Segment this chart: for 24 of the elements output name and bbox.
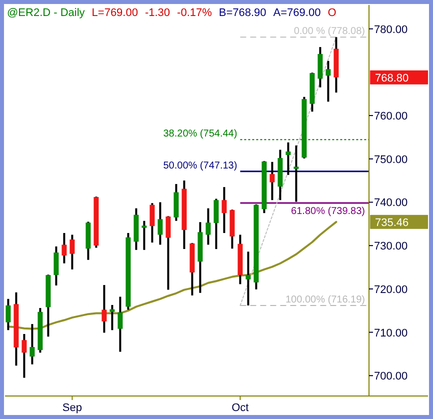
ref-line-label: 50.00% (747.13) — [163, 160, 238, 172]
y-tick-label: 710.00 — [374, 327, 408, 340]
x-tick-label: Oct — [232, 402, 249, 414]
annotation: O — [328, 7, 337, 19]
ref-line-label: 61.80% (739.83) — [291, 206, 365, 217]
y-tick-label: 720.00 — [374, 284, 408, 296]
ref-line-label: 0.00 % (778.08) — [294, 26, 365, 38]
y-tick-label: 740.00 — [374, 197, 408, 210]
x-tick-label: Sep — [62, 402, 82, 414]
y-tick-label: 780.00 — [374, 24, 408, 36]
chart-title: @ER2.D - Daily — [7, 7, 86, 19]
text: 768.80 — [375, 72, 409, 84]
ref-line-label: 100.00% (716.19) — [285, 294, 365, 306]
annotation: -1.30 — [144, 7, 170, 19]
y-tick-label: 760.00 — [374, 110, 408, 123]
y-tick-label: 700.00 — [374, 370, 408, 383]
annotation: B=768.90 — [218, 7, 266, 19]
annotation: A=769.00 — [273, 7, 321, 19]
annotation: -0.17% — [177, 7, 212, 19]
ref-line-label: 38.20% (754.44) — [163, 128, 238, 140]
y-tick-label: 730.00 — [374, 240, 408, 253]
y-tick-label: 750.00 — [374, 154, 408, 166]
text: 735.46 — [375, 216, 409, 229]
annotation: L=769.00 — [92, 7, 138, 19]
